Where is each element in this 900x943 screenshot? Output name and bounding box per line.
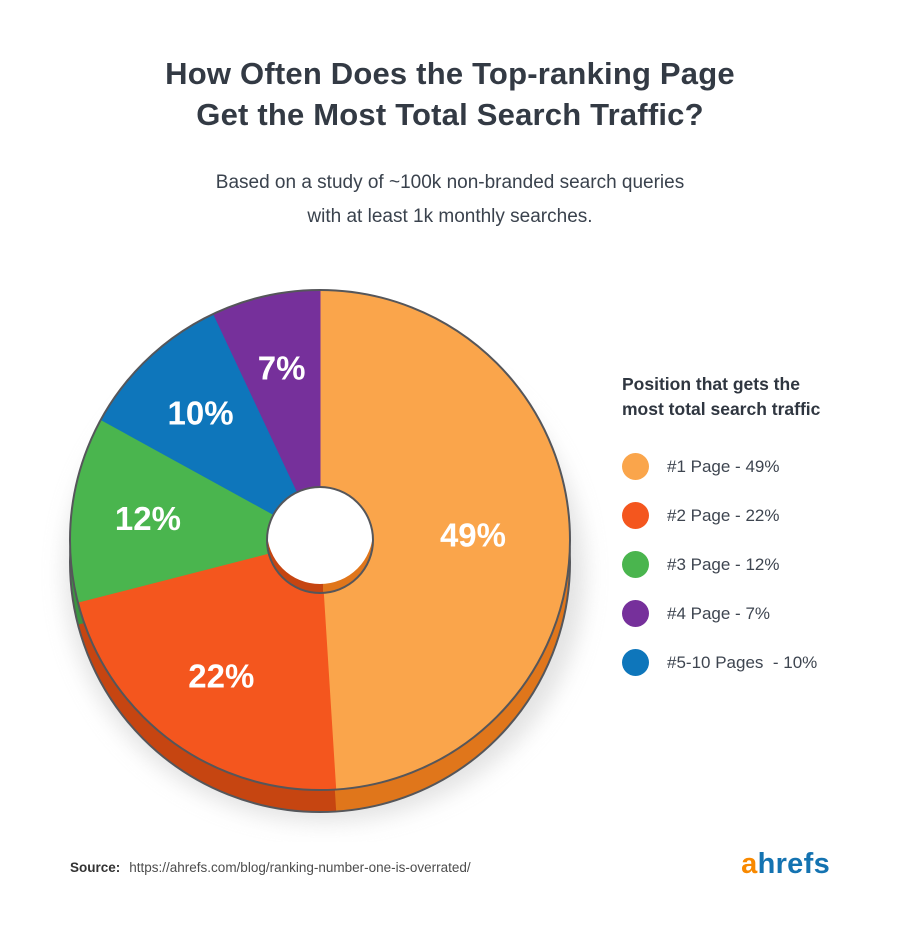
legend-item-label: #3 Page - 12% [667, 554, 780, 574]
logo-text: hrefs [757, 848, 830, 880]
chart-title-line1: How Often Does the Top-ranking Page [165, 56, 735, 91]
pie-slice-label: 49% [440, 517, 506, 554]
legend-title-line2: most total search traffic [622, 398, 821, 419]
legend-item-label: #4 Page - 7% [667, 603, 771, 623]
logo-letter-a: a [741, 848, 758, 880]
legend-swatch-page4 [622, 600, 649, 627]
legend-swatch-page2 [622, 502, 649, 529]
donut-hole-outline [266, 486, 374, 594]
legend-item-label: #2 Page - 22% [667, 505, 780, 525]
legend-item: #3 Page - 12% [622, 551, 892, 578]
legend-title: Position that gets the most total search… [622, 372, 892, 421]
ahrefs-logo: ahrefs [741, 848, 830, 881]
legend-item: #2 Page - 22% [622, 502, 892, 529]
pie-slice-label: 12% [115, 500, 181, 537]
legend-item-label: #1 Page - 49% [667, 456, 780, 476]
source-line: Source: https://ahrefs.com/blog/ranking-n… [70, 860, 471, 875]
chart-subtitle: Based on a study of ~100k non-branded se… [0, 166, 900, 234]
pie-outline [69, 289, 571, 791]
legend-swatch-page3 [622, 551, 649, 578]
legend-title-line1: Position that gets the [622, 374, 800, 394]
legend-item: #1 Page - 49% [622, 453, 892, 480]
pie-slice-label: 22% [188, 657, 254, 694]
source-url: https://ahrefs.com/blog/ranking-number-o… [129, 860, 471, 875]
legend: Position that gets the most total search… [622, 372, 892, 698]
legend-swatch-page1 [622, 453, 649, 480]
legend-item: #5-10 Pages - 10% [622, 649, 892, 676]
pie-slice-label: 10% [168, 394, 234, 431]
legend-item-label: #5-10 Pages - 10% [667, 652, 818, 672]
pie-slice-label: 7% [258, 350, 306, 387]
legend-swatch-page5-10 [622, 649, 649, 676]
legend-item: #4 Page - 7% [622, 600, 892, 627]
chart-subtitle-line1: Based on a study of ~100k non-branded se… [215, 172, 685, 193]
donut-chart: 49% 22% 12% 10% 7% [65, 289, 585, 822]
chart-subtitle-line2: with at least 1k monthly searches. [307, 206, 593, 228]
chart-title: How Often Does the Top-ranking Page Get … [0, 54, 900, 136]
legend-items: #1 Page - 49% #2 Page - 22% #3 Page - 12… [622, 453, 892, 676]
source-label: Source: [70, 860, 121, 875]
chart-title-line2: Get the Most Total Search Traffic? [196, 96, 704, 132]
